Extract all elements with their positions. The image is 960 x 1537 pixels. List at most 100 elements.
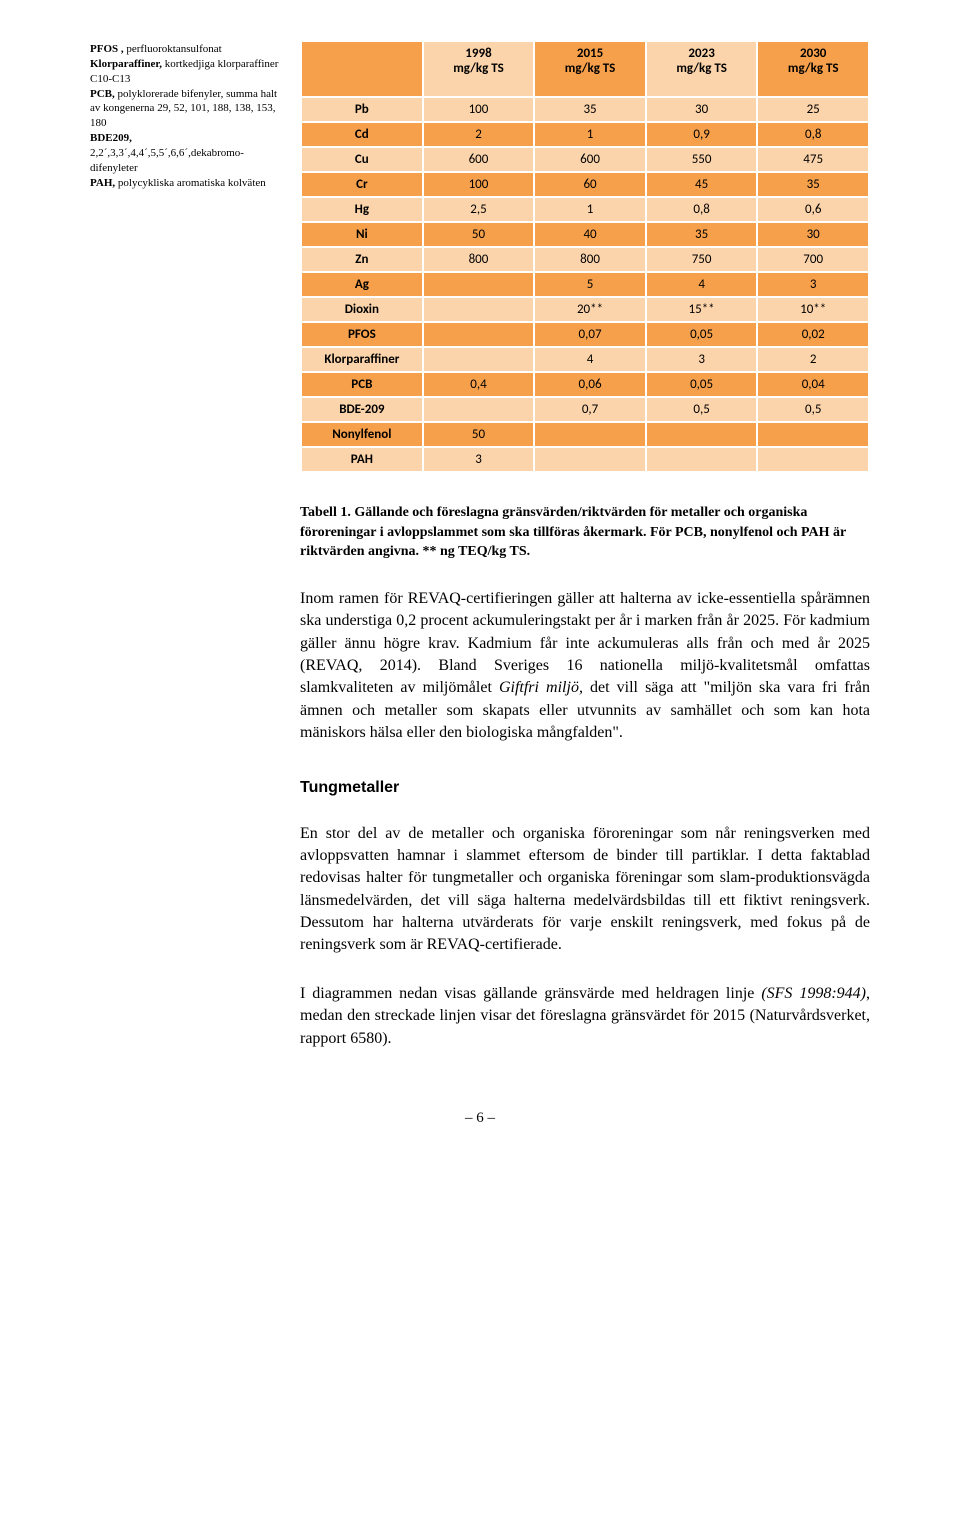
definition-line: 2,2´,3,3´,4,4´,5,5´,6,6´,dekabromo-difen… <box>90 147 244 174</box>
table-cell: 35 <box>534 97 646 122</box>
table-cell: 800 <box>423 247 535 272</box>
table-row: Cu600600550475 <box>301 147 869 172</box>
column-header: 2030mg/kg TS <box>757 41 869 97</box>
table-cell <box>646 447 758 472</box>
row-label: Cd <box>301 122 423 147</box>
table-row: BDE-2090,70,50,5 <box>301 397 869 422</box>
table-row: Hg2,510,80,6 <box>301 197 869 222</box>
row-label: PFOS <box>301 322 423 347</box>
table-cell: 0,6 <box>757 197 869 222</box>
table-cell: 100 <box>423 172 535 197</box>
column-header <box>301 41 423 97</box>
para1-em: Giftfri miljö, <box>499 679 583 696</box>
table-row: PFOS0,070,050,02 <box>301 322 869 347</box>
paragraph-3: I diagrammen nedan visas gällande gränsv… <box>300 983 870 1050</box>
table-cell <box>423 347 535 372</box>
definitions-note: PFOS , perfluoroktansulfonat Klorparaffin… <box>90 40 280 473</box>
table-cell: 50 <box>423 422 535 447</box>
table-cell: 50 <box>423 222 535 247</box>
row-label: Zn <box>301 247 423 272</box>
table-cell: 1 <box>534 197 646 222</box>
table-cell: 0,02 <box>757 322 869 347</box>
table-cell <box>423 397 535 422</box>
table-row: Zn800800750700 <box>301 247 869 272</box>
caption-text: Tabell 1. Gällande och föreslagna gränsv… <box>300 505 846 559</box>
term-abbrev: PFOS , <box>90 43 124 55</box>
row-label: PCB <box>301 372 423 397</box>
row-label: PAH <box>301 447 423 472</box>
table-cell: 600 <box>534 147 646 172</box>
table-row: Klorparaffiner 432 <box>301 347 869 372</box>
table-row: Pb100353025 <box>301 97 869 122</box>
table-cell: 0,05 <box>646 372 758 397</box>
term-abbrev: PAH, <box>90 177 115 189</box>
table-cell: 4 <box>646 272 758 297</box>
term-abbrev: BDE209, <box>90 132 132 144</box>
table-cell: 60 <box>534 172 646 197</box>
table-row: Ni50403530 <box>301 222 869 247</box>
table-cell: 3 <box>646 347 758 372</box>
table-caption: Tabell 1. Gällande och föreslagna gränsv… <box>300 503 870 562</box>
table-cell: 100 <box>423 97 535 122</box>
table-cell: 750 <box>646 247 758 272</box>
table-cell: 35 <box>757 172 869 197</box>
table-cell: 0,06 <box>534 372 646 397</box>
paragraph-1: Inom ramen för REVAQ-certifieringen gäll… <box>300 588 870 745</box>
table-cell: 0,04 <box>757 372 869 397</box>
table-cell <box>423 272 535 297</box>
table-cell <box>534 447 646 472</box>
table-cell: 550 <box>646 147 758 172</box>
row-label: Nonylfenol <box>301 422 423 447</box>
table-cell: 3 <box>423 447 535 472</box>
table-cell: 0,5 <box>757 397 869 422</box>
table-row: Cr100604535 <box>301 172 869 197</box>
heading-tungmetaller: Tungmetaller <box>300 779 870 797</box>
row-label: Ag <box>301 272 423 297</box>
row-label: BDE-209 <box>301 397 423 422</box>
table-cell: 0,7 <box>534 397 646 422</box>
table-cell: 0,05 <box>646 322 758 347</box>
row-label: Klorparaffiner <box>301 347 423 372</box>
table-cell: 0,9 <box>646 122 758 147</box>
row-label: Pb <box>301 97 423 122</box>
row-label: Cr <box>301 172 423 197</box>
table-cell: 25 <box>757 97 869 122</box>
paragraph-2: En stor del av de metaller och organiska… <box>300 823 870 957</box>
table-cell: 0,4 <box>423 372 535 397</box>
table-cell: 30 <box>757 222 869 247</box>
table-cell: 800 <box>534 247 646 272</box>
table-cell: 35 <box>646 222 758 247</box>
table-cell: 1 <box>534 122 646 147</box>
row-label: Hg <box>301 197 423 222</box>
definition-line: PCB, polyklorerade bifenyler, summa halt… <box>90 88 277 130</box>
table-cell: 475 <box>757 147 869 172</box>
definition-line: Klorparaffiner, kortkedjiga klorparaffin… <box>90 58 278 85</box>
term-abbrev: PCB, <box>90 88 115 100</box>
table-cell: 30 <box>646 97 758 122</box>
table-cell: 45 <box>646 172 758 197</box>
table-cell: 2 <box>423 122 535 147</box>
column-header: 2023mg/kg TS <box>646 41 758 97</box>
table-cell: 10** <box>757 297 869 322</box>
table-cell: 40 <box>534 222 646 247</box>
row-label: Cu <box>301 147 423 172</box>
definition-line: PFOS , perfluoroktansulfonat <box>90 43 222 55</box>
table-row: Cd210,90,8 <box>301 122 869 147</box>
limits-table: 1998mg/kg TS2015mg/kg TS2023mg/kg TS2030… <box>300 40 870 473</box>
table-cell: 4 <box>534 347 646 372</box>
definition-line: BDE209, <box>90 132 132 144</box>
table-row: PAH3 <box>301 447 869 472</box>
row-label: Dioxin <box>301 297 423 322</box>
page-number: – 6 – <box>90 1110 870 1127</box>
table-cell: 600 <box>423 147 535 172</box>
table-cell: 2 <box>757 347 869 372</box>
para3-em: (SFS 1998:944) <box>761 985 866 1002</box>
table-row: Ag543 <box>301 272 869 297</box>
table-row: Nonylfenol50 <box>301 422 869 447</box>
table-cell <box>534 422 646 447</box>
table-cell: 0,8 <box>757 122 869 147</box>
column-header: 1998mg/kg TS <box>423 41 535 97</box>
term-abbrev: Klorparaffiner, <box>90 58 162 70</box>
table-cell: 0,8 <box>646 197 758 222</box>
definition-line: PAH, polycykliska aromatiska kolväten <box>90 177 266 189</box>
